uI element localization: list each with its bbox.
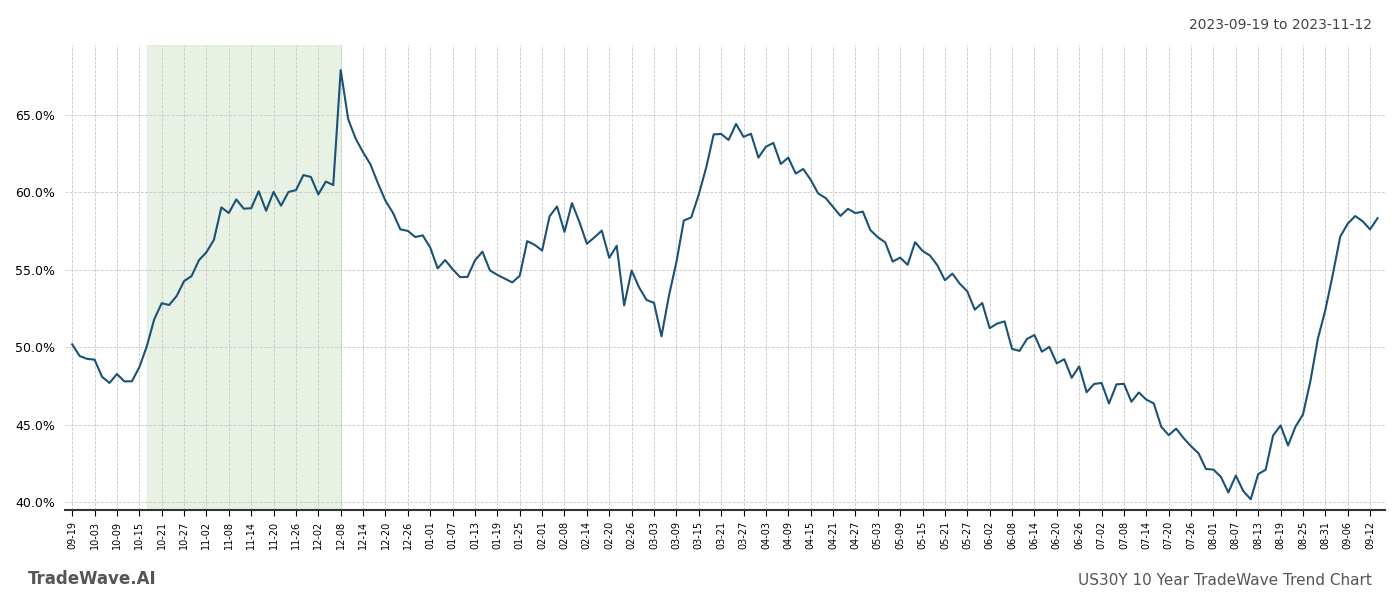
- Bar: [147, 45, 340, 510]
- Text: TradeWave.AI: TradeWave.AI: [28, 570, 157, 588]
- Text: US30Y 10 Year TradeWave Trend Chart: US30Y 10 Year TradeWave Trend Chart: [1078, 573, 1372, 588]
- Text: 2023-09-19 to 2023-11-12: 2023-09-19 to 2023-11-12: [1189, 18, 1372, 32]
